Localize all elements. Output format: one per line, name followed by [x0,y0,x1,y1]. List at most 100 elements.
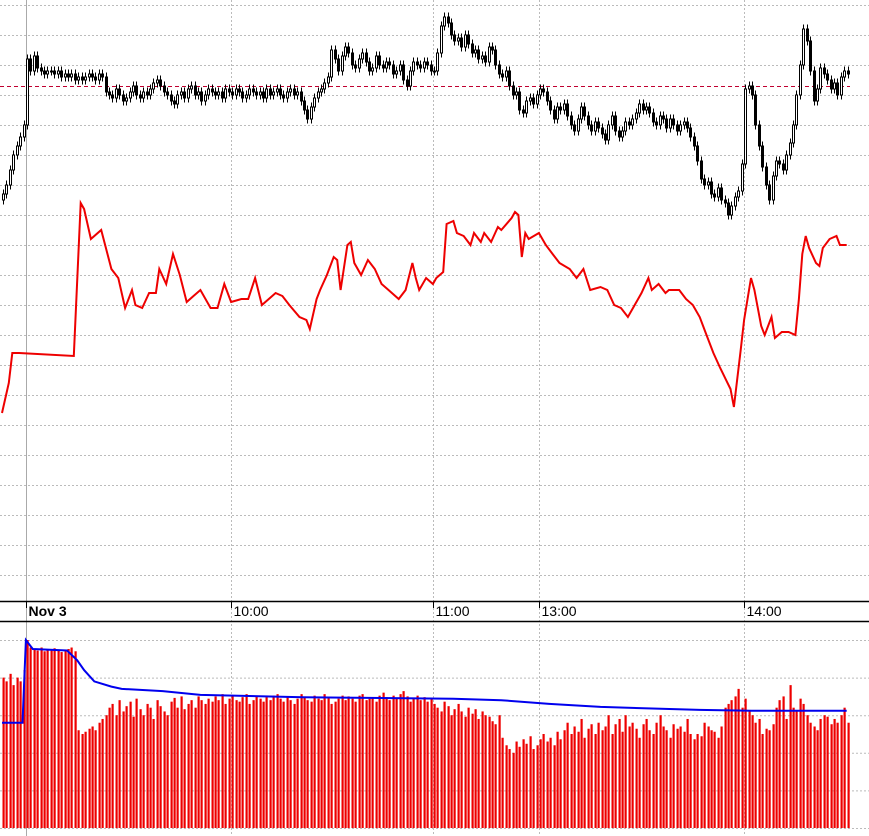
candle [768,180,771,205]
candle [676,120,679,136]
volume-bar [139,709,142,828]
volume-bar [737,688,740,828]
volume-bar [197,696,200,828]
candle-body [536,94,539,105]
candle [730,201,733,220]
candle [139,90,142,103]
candle [532,93,535,109]
volume-bar [549,737,552,828]
candle-body [713,193,716,198]
candle [300,87,303,106]
volume-bar [761,734,764,828]
candle-body [635,112,638,120]
candle [12,150,15,175]
candle [200,87,203,106]
candle-body [286,91,289,99]
volume-bar [481,711,484,828]
candle-body [648,106,651,114]
candle-body [279,88,282,96]
candle-body [77,76,80,81]
candle-body [642,103,645,111]
candle-body [53,70,56,75]
volume-bar [118,700,121,828]
volume-bar [707,726,710,828]
volume-bar [84,731,87,828]
volume-bar [23,670,26,828]
candle [628,117,631,130]
candle-body [631,118,634,126]
candle-body [23,124,26,138]
volume-bar [826,716,829,828]
candle-body [737,190,740,198]
candle-body [248,88,251,96]
candle [91,69,94,82]
candle-body [799,64,802,96]
candle [795,90,798,130]
candle [761,141,764,172]
volume-bar [628,726,631,828]
candle [74,69,77,85]
candle-body [163,85,166,93]
candle [508,66,511,91]
candle [259,87,262,100]
candle [224,84,227,103]
volume-bar [74,651,77,828]
candle-body [765,166,768,186]
candle [105,72,108,97]
candle [323,78,326,94]
candle-body [365,52,368,63]
candle [597,117,600,133]
volume-bar [710,730,713,828]
candle-body [669,118,672,129]
volume-bar [645,718,648,828]
volume-bar [190,700,193,828]
candle-body [481,55,484,60]
candle-body [231,91,234,96]
volume-bar [703,722,706,828]
candle-body [91,73,94,78]
candle-body [494,49,497,66]
volume-bar [337,698,340,828]
candle [217,87,220,100]
candle [330,45,333,82]
candle [539,84,542,100]
candle [262,87,265,103]
candle-body [450,22,453,36]
candle-body [453,34,456,42]
candle [741,159,744,196]
candle-body [402,64,405,81]
candle [713,189,716,202]
candle [341,51,344,76]
candle-body [488,46,491,63]
volume-bar [50,650,53,828]
volume-bar [272,695,275,828]
candle [204,90,207,106]
volume-bar [16,677,19,828]
candle [194,81,197,100]
candle [563,99,566,115]
candle [604,129,607,145]
candle [474,45,477,58]
volume-bar [385,697,388,828]
volume-bar [282,701,285,828]
candle [665,114,668,133]
candle [23,120,26,142]
candle-body [388,61,391,66]
candle-body [621,130,624,138]
candle [710,177,713,199]
candle [748,81,751,94]
volume-bar [170,701,173,828]
time-tick-label: 14:00 [747,603,782,619]
candle-body [546,91,549,102]
candle-body [840,76,843,96]
candle [36,51,39,73]
candle-body [125,97,128,102]
candle [5,180,8,199]
candle [789,138,792,160]
candle-body [823,67,826,75]
candle [823,63,826,79]
volume-bar [580,718,583,828]
candle-body [573,124,576,132]
candle-body [341,55,344,72]
candle-body [501,73,504,78]
